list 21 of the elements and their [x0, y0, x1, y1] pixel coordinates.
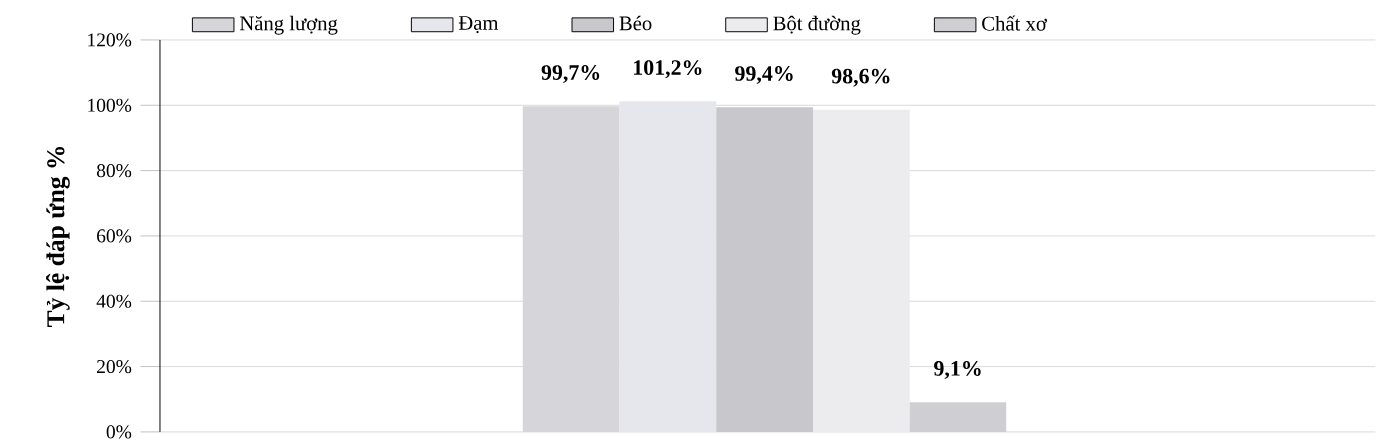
- data-label: 101,2%: [634, 60, 702, 79]
- legend-label: Bột đường: [773, 15, 861, 35]
- legend-label: Đạm: [458, 16, 499, 34]
- y-tick-label: 100%: [88, 98, 132, 112]
- legend-label: Béo: [619, 15, 652, 31]
- y-tick-label: 120%: [88, 33, 132, 47]
- y-tick-label: 0%: [106, 425, 132, 439]
- data-label: 98,6%: [831, 68, 890, 87]
- y-tick-label: 40%: [96, 294, 132, 308]
- y-tick-label: 80%: [96, 164, 132, 178]
- data-label: 99,7%: [541, 65, 600, 84]
- data-label: 9,1%: [934, 361, 981, 379]
- y-tick-label: 20%: [97, 359, 132, 374]
- legend-label: Chất xơ: [982, 15, 1048, 31]
- y-tick-label: 60%: [97, 229, 132, 243]
- bar: [619, 101, 717, 432]
- legend-label: Năng lượng: [239, 15, 338, 35]
- bar: [812, 109, 910, 432]
- bar: [522, 106, 620, 432]
- y-axis-title: Tỷ lệ đáp ứng %: [46, 146, 70, 327]
- data-label: 99,4%: [735, 66, 793, 85]
